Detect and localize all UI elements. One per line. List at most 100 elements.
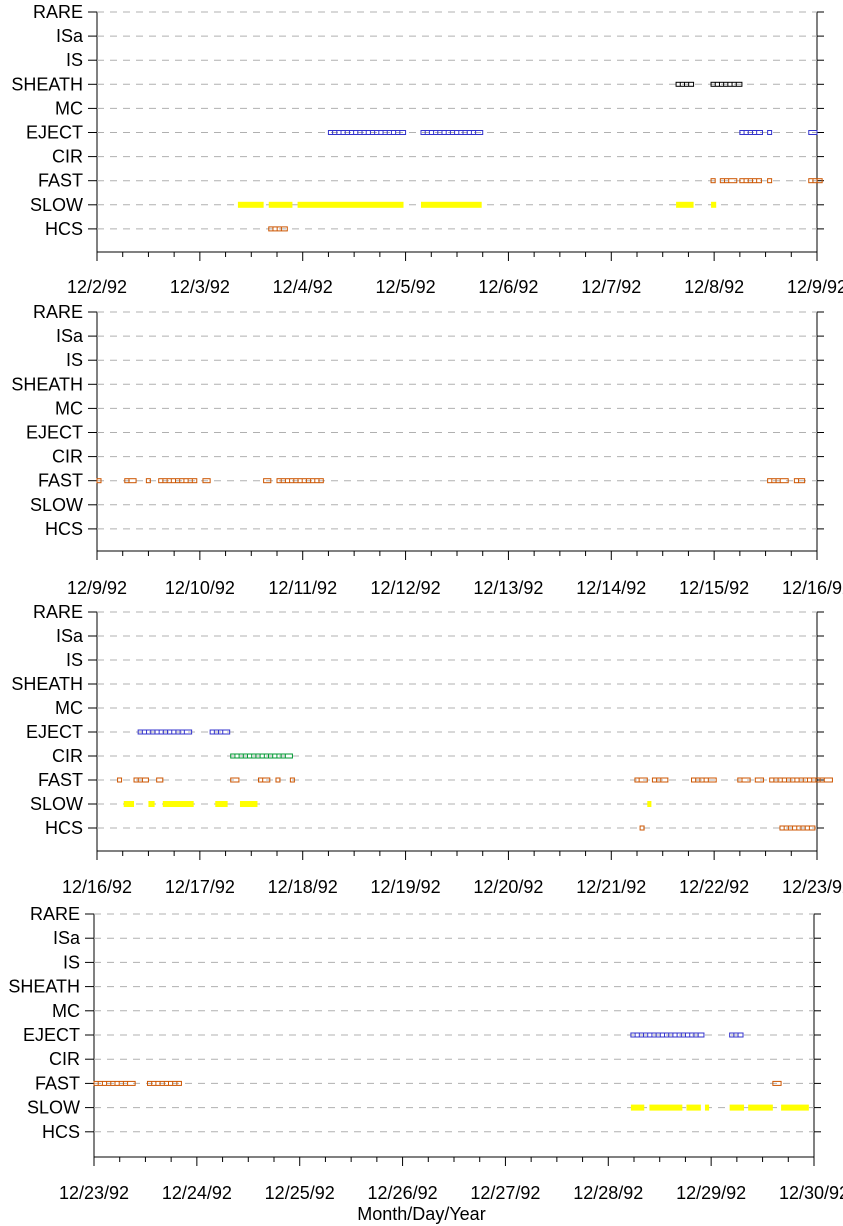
slow-segment (630, 1104, 645, 1111)
y-tick-label: CIR (52, 746, 83, 766)
sheath-segment (710, 81, 743, 87)
x-tick-label: 12/16/92 (782, 578, 843, 598)
y-tick-label: IS (66, 650, 83, 670)
slow-segment (148, 801, 155, 807)
x-tick-label: 12/4/92 (273, 277, 333, 297)
y-tick-label: MC (55, 698, 83, 718)
fast-segment (793, 478, 806, 484)
y-tick-label: ISa (56, 326, 84, 346)
eject-segment (209, 729, 231, 735)
y-tick-label: ISa (53, 928, 81, 948)
eject-segment (137, 729, 193, 735)
hcs-segment (268, 226, 288, 232)
y-tick-label: EJECT (23, 1025, 80, 1045)
eject-segment (739, 130, 763, 135)
x-tick-label: 12/18/92 (268, 877, 338, 897)
x-tick-label: 12/30/92 (779, 1183, 843, 1203)
y-tick-label: FAST (38, 770, 83, 790)
y-tick-label: EJECT (26, 123, 83, 143)
fast-segment (767, 178, 773, 184)
y-tick-label: SHEATH (11, 74, 83, 94)
y-tick-label: ISa (56, 626, 84, 646)
slow-segment (686, 1104, 701, 1111)
y-tick-label: RARE (33, 602, 83, 622)
fast-segment (133, 777, 149, 783)
fast-segment (263, 478, 272, 484)
x-tick-label: 12/10/92 (165, 578, 235, 598)
y-tick-label: RARE (33, 2, 83, 22)
x-tick-label: 12/13/92 (473, 578, 543, 598)
y-tick-label: MC (55, 98, 83, 118)
slow-segment (649, 1104, 683, 1111)
slow-segment (781, 1104, 809, 1111)
y-tick-label: ISa (56, 26, 84, 46)
x-tick-label: 12/9/92 (67, 578, 127, 598)
hcs-segment (779, 825, 816, 831)
slow-segment (704, 1104, 710, 1111)
slow-segment (676, 201, 694, 208)
fast-segment (289, 777, 295, 783)
y-tick-label: CIR (49, 1049, 80, 1069)
hcs-segment (639, 825, 645, 831)
y-tick-label: SHEATH (11, 674, 83, 694)
x-tick-label: 12/14/92 (576, 578, 646, 598)
slow-segment (729, 1104, 745, 1111)
y-tick-label: RARE (30, 904, 80, 924)
x-tick-label: 12/27/92 (470, 1183, 540, 1203)
fast-segment (117, 777, 123, 783)
y-tick-label: SLOW (30, 794, 83, 814)
eject-segment (327, 130, 407, 135)
fast-segment (275, 777, 281, 783)
fast-segment (710, 178, 716, 184)
x-tick-label: 12/5/92 (376, 277, 436, 297)
fast-segment (737, 777, 751, 783)
y-tick-label: HCS (42, 1122, 80, 1142)
eject-segment (729, 1032, 744, 1038)
fast-segment (754, 777, 765, 783)
eject-segment (630, 1032, 705, 1038)
fast-segment (769, 777, 833, 783)
y-tick-label: SLOW (30, 195, 83, 215)
slow-segment (239, 801, 258, 807)
x-tick-label: 12/26/92 (368, 1183, 438, 1203)
fast-segment (772, 1080, 782, 1086)
y-tick-label: IS (66, 50, 83, 70)
x-tick-label: 12/23/92 (59, 1183, 129, 1203)
y-tick-label: RARE (33, 302, 83, 322)
x-tick-label: 12/7/92 (581, 277, 641, 297)
fast-segment (808, 178, 823, 184)
x-tick-label: 12/22/92 (679, 877, 749, 897)
slow-segment (297, 201, 404, 208)
y-tick-label: EJECT (26, 423, 83, 443)
cir-segment (230, 753, 293, 759)
x-tick-label: 12/19/92 (371, 877, 441, 897)
y-tick-label: SLOW (27, 1098, 80, 1118)
y-tick-label: EJECT (26, 722, 83, 742)
fast-segment (230, 777, 240, 783)
x-tick-label: 12/29/92 (676, 1183, 746, 1203)
slow-segment (237, 201, 264, 208)
fast-segment (202, 478, 211, 484)
fast-segment (156, 777, 164, 783)
y-tick-label: SHEATH (11, 374, 83, 394)
x-tick-label: 12/28/92 (573, 1183, 643, 1203)
x-tick-label: 12/25/92 (265, 1183, 335, 1203)
y-tick-label: FAST (38, 171, 83, 191)
y-tick-label: MC (55, 398, 83, 418)
x-tick-label: 12/16/92 (62, 877, 132, 897)
fast-segment (158, 478, 198, 484)
x-tick-label: 12/24/92 (162, 1183, 232, 1203)
x-tick-label: 12/21/92 (576, 877, 646, 897)
slow-segment (647, 801, 652, 807)
fast-segment (634, 777, 648, 783)
fast-segment (145, 478, 151, 484)
fast-segment (739, 178, 762, 184)
x-tick-label: 12/12/92 (371, 578, 441, 598)
y-tick-label: HCS (45, 219, 83, 239)
fast-segment (276, 478, 324, 484)
x-tick-label: 12/17/92 (165, 877, 235, 897)
slow-segment (421, 201, 482, 208)
y-tick-label: FAST (35, 1073, 80, 1093)
x-tick-label: 12/11/92 (268, 578, 337, 598)
